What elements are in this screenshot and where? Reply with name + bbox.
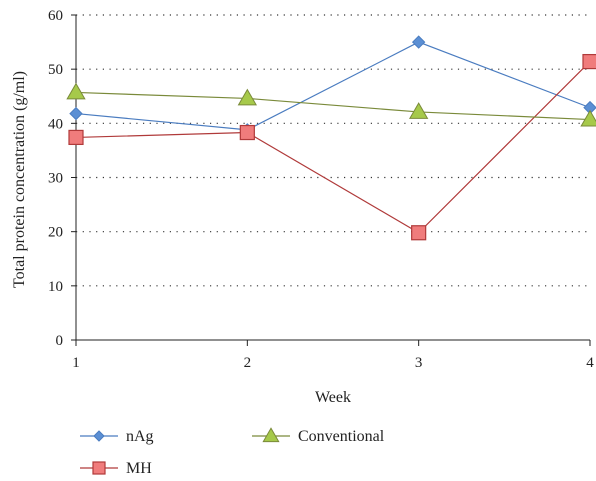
- y-tick-label: 10: [48, 279, 63, 295]
- y-tick-label: 30: [48, 171, 63, 187]
- data-point-mh: [239, 124, 255, 141]
- legend: nAg MH Conventional: [80, 427, 385, 477]
- legend-item-nag: nAg: [80, 428, 154, 445]
- series-line-mh: [75, 61, 591, 234]
- legend-item-conventional: Conventional: [252, 427, 385, 445]
- data-point-mh: [582, 53, 596, 70]
- y-axis-title: Total protein concentration (g/ml): [11, 71, 28, 288]
- data-point-conventional: [580, 109, 596, 127]
- data-point-nag: [411, 35, 426, 49]
- legend-marker: [92, 461, 106, 475]
- series-line-nag: [75, 41, 591, 131]
- legend-label: nAg: [126, 428, 154, 445]
- grid-lines: [76, 14, 590, 287]
- legend-label: Conventional: [298, 428, 385, 445]
- data-point-mh: [411, 225, 427, 241]
- series-lines: [75, 41, 591, 234]
- legend-marker: [93, 430, 105, 442]
- data-point-conventional: [66, 82, 86, 100]
- y-tick-label: 0: [56, 333, 64, 349]
- y-tick-label: 60: [48, 8, 63, 24]
- data-point-conventional: [408, 102, 429, 119]
- x-tick-label: 4: [586, 355, 594, 371]
- x-tick-label: 1: [72, 355, 80, 371]
- legend-marker: [262, 427, 280, 443]
- y-tick-label: 20: [48, 225, 63, 241]
- x-tick-label: 3: [415, 355, 423, 371]
- y-tick-label: 50: [48, 62, 63, 78]
- y-tick-label: 40: [48, 116, 63, 132]
- data-point-conventional: [237, 88, 258, 106]
- legend-label: MH: [126, 460, 152, 477]
- data-point-mh: [68, 129, 84, 146]
- x-tick-label: 2: [244, 355, 252, 371]
- x-axis-title: Week: [315, 389, 351, 406]
- data-markers: [66, 35, 596, 241]
- legend-item-mh: MH: [80, 460, 152, 477]
- data-point-nag: [69, 106, 83, 121]
- series-line-conventional: [75, 91, 591, 121]
- axes: 0 10 20 30 40 50 60 1 2 3 4: [48, 8, 594, 371]
